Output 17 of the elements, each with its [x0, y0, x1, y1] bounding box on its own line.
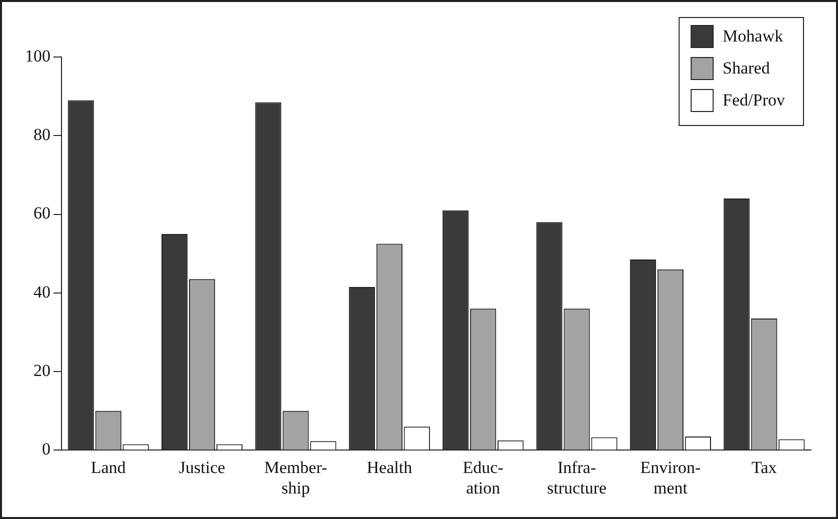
- x-tick-label: Justice: [178, 458, 226, 477]
- x-tick-label: Educ- ation: [462, 458, 504, 498]
- x-tick-label: Health: [366, 458, 413, 477]
- x-tick-label: Land: [90, 458, 126, 477]
- x-tick-label: Member- ship: [264, 458, 328, 498]
- legend-label: Mohawk: [722, 26, 784, 46]
- y-tick-label: 40: [34, 282, 50, 302]
- legend-label: Shared: [722, 58, 770, 78]
- y-tick-label: 100: [25, 46, 50, 66]
- y-tick-label: 80: [34, 125, 50, 144]
- x-tick-label: Environ- ment: [640, 458, 702, 498]
- y-tick-label: 60: [34, 204, 50, 223]
- x-tick-label: Tax: [752, 458, 778, 477]
- y-tick-label: 0: [42, 440, 50, 459]
- y-tick-label: 20: [34, 361, 50, 380]
- legend-label: Fed/Prov: [722, 90, 786, 110]
- x-tick-label: Infra- structure: [547, 458, 607, 498]
